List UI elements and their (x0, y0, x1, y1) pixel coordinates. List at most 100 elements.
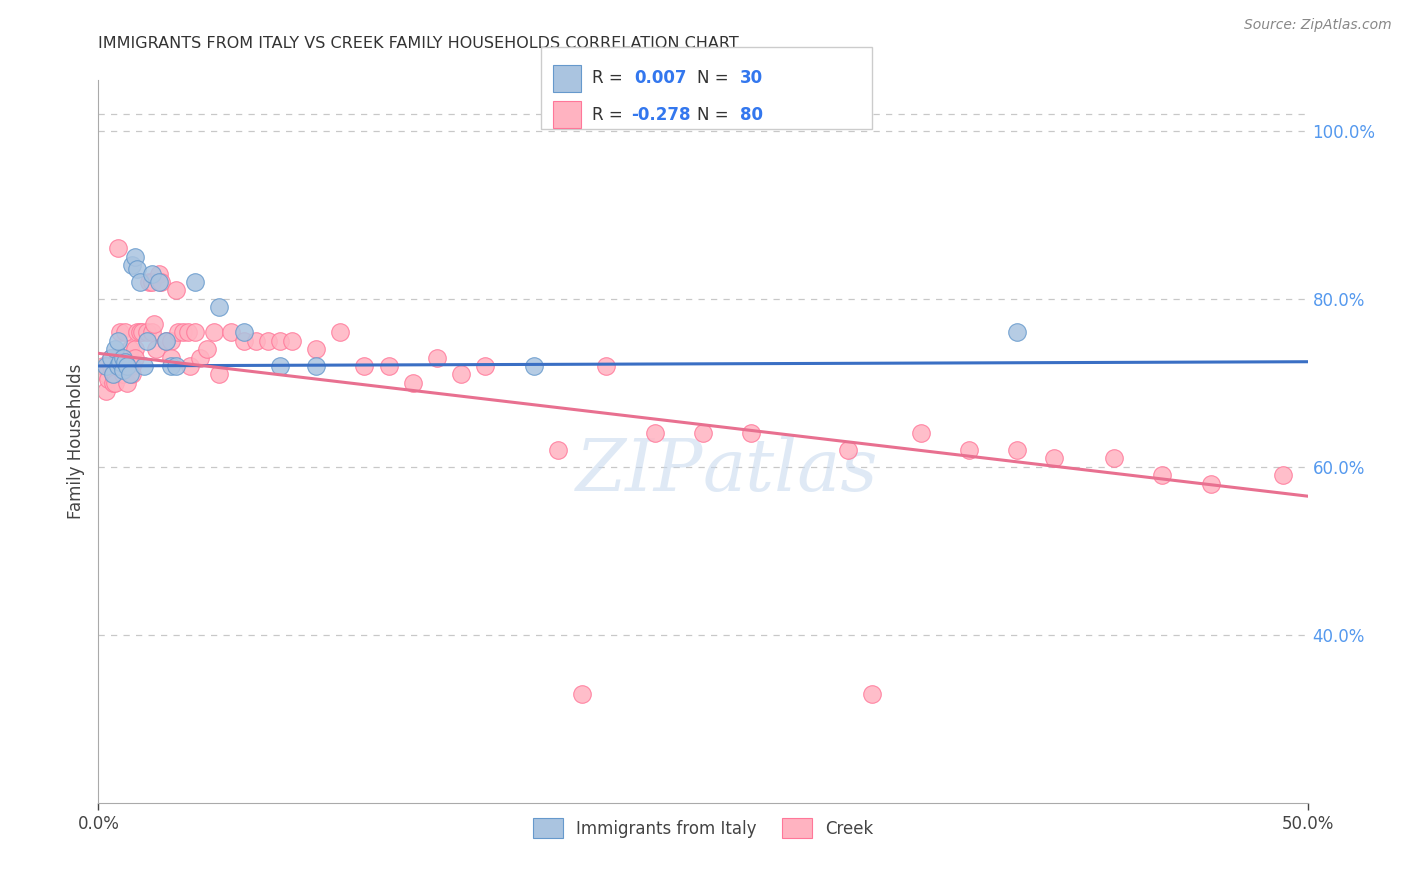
Point (128, 326, 150, 340)
Point (740, 426, 762, 441)
Point (128, 275, 150, 289)
Point (957, 442, 980, 457)
Point (124, 342, 146, 356)
Point (177, 326, 200, 340)
Point (124, 351, 146, 365)
Point (107, 351, 129, 365)
Legend: Immigrants from Italy, Creek: Immigrants from Italy, Creek (526, 812, 880, 845)
Point (160, 334, 183, 348)
Point (195, 342, 218, 356)
Point (134, 359, 156, 373)
Point (353, 359, 375, 373)
Point (426, 351, 449, 365)
Point (141, 326, 163, 340)
Point (281, 334, 304, 348)
Point (121, 258, 143, 272)
Text: 0.007: 0.007 (634, 70, 686, 87)
Point (100, 351, 122, 365)
Point (165, 359, 187, 373)
Point (135, 326, 157, 340)
Point (117, 376, 139, 390)
Point (305, 342, 328, 356)
Point (1042, 451, 1064, 466)
Point (111, 368, 134, 382)
Point (1007, 442, 1029, 457)
Y-axis label: Family Households: Family Households (66, 364, 84, 519)
Point (108, 359, 131, 373)
Point (256, 334, 278, 348)
Point (188, 351, 211, 365)
Point (571, 687, 593, 701)
Point (94, 368, 117, 382)
Point (595, 359, 617, 373)
Point (148, 267, 170, 281)
Point (111, 363, 134, 377)
Point (474, 359, 496, 373)
Text: Source: ZipAtlas.com: Source: ZipAtlas.com (1244, 18, 1392, 32)
Point (114, 326, 136, 340)
Point (269, 359, 291, 373)
Point (523, 359, 546, 373)
Point (118, 368, 141, 382)
Point (172, 326, 194, 340)
Point (150, 275, 173, 289)
Text: N =: N = (697, 105, 734, 124)
Text: R =: R = (592, 105, 628, 124)
Point (118, 342, 141, 356)
Point (329, 326, 352, 340)
Point (138, 275, 160, 289)
Point (402, 376, 425, 390)
Point (114, 359, 136, 373)
Point (127, 326, 149, 340)
Point (141, 275, 163, 289)
Point (160, 351, 183, 365)
Text: 30: 30 (740, 70, 762, 87)
Point (107, 359, 129, 373)
Point (141, 267, 163, 281)
Point (104, 368, 127, 382)
Point (1007, 326, 1029, 340)
Point (117, 359, 139, 373)
Point (108, 355, 131, 369)
Point (111, 351, 134, 365)
Point (305, 359, 328, 373)
Point (97, 371, 120, 385)
Point (91, 359, 114, 373)
Point (118, 351, 141, 365)
Point (232, 334, 254, 348)
Point (910, 426, 932, 441)
Point (1272, 468, 1295, 483)
Point (179, 359, 201, 373)
Point (101, 376, 124, 390)
Text: ZIP: ZIP (575, 435, 703, 506)
Point (269, 334, 291, 348)
Point (644, 426, 666, 441)
Point (204, 326, 226, 340)
Point (111, 359, 134, 373)
Point (111, 351, 134, 365)
Point (124, 250, 146, 264)
Point (108, 326, 131, 340)
Point (117, 359, 139, 373)
Point (1102, 451, 1125, 466)
Point (208, 368, 231, 382)
Point (245, 334, 267, 348)
Point (155, 334, 177, 348)
Point (167, 326, 190, 340)
Point (837, 442, 859, 457)
Point (208, 300, 231, 314)
Point (104, 342, 127, 356)
Point (100, 359, 122, 373)
Point (860, 687, 883, 701)
Point (145, 342, 167, 356)
Point (232, 326, 254, 340)
Text: 80: 80 (740, 105, 762, 124)
Point (692, 426, 714, 441)
Text: -0.278: -0.278 (631, 105, 690, 124)
Point (104, 359, 127, 373)
Point (131, 326, 153, 340)
Text: atlas: atlas (703, 435, 879, 506)
Point (143, 317, 166, 331)
Point (101, 368, 124, 382)
Point (221, 326, 243, 340)
